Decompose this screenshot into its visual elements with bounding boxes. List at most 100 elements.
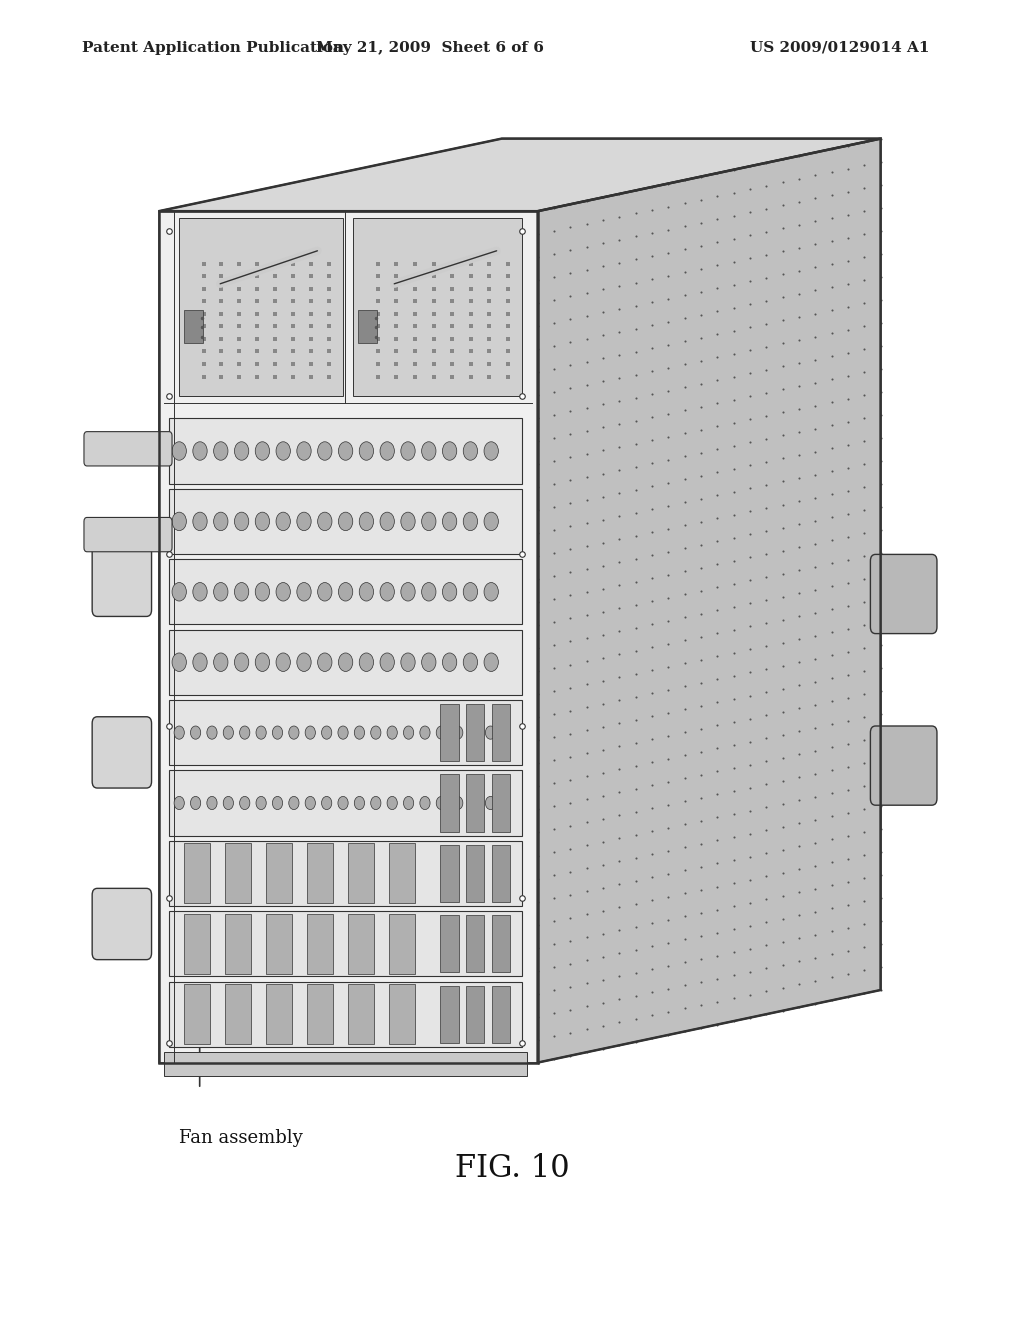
Circle shape xyxy=(317,582,332,601)
Circle shape xyxy=(484,442,499,461)
FancyBboxPatch shape xyxy=(92,888,152,960)
Circle shape xyxy=(317,653,332,672)
Circle shape xyxy=(463,653,477,672)
Circle shape xyxy=(322,726,332,739)
Bar xyxy=(184,913,210,974)
Bar xyxy=(348,985,374,1044)
Circle shape xyxy=(256,796,266,809)
Circle shape xyxy=(453,726,463,739)
Bar xyxy=(164,1052,527,1076)
Circle shape xyxy=(400,442,415,461)
Circle shape xyxy=(289,796,299,809)
Circle shape xyxy=(387,796,397,809)
Bar xyxy=(179,218,343,396)
Circle shape xyxy=(484,512,499,531)
Bar xyxy=(466,986,484,1043)
Bar xyxy=(169,488,522,554)
Circle shape xyxy=(297,442,311,461)
Circle shape xyxy=(214,582,228,601)
Circle shape xyxy=(234,582,249,601)
Circle shape xyxy=(338,653,352,672)
Circle shape xyxy=(463,442,477,461)
Circle shape xyxy=(484,582,499,601)
Circle shape xyxy=(371,726,381,739)
Bar xyxy=(266,985,292,1044)
Bar xyxy=(169,418,522,483)
FancyBboxPatch shape xyxy=(870,554,937,634)
Circle shape xyxy=(297,512,311,531)
Bar xyxy=(169,630,522,694)
Bar xyxy=(466,845,484,902)
Circle shape xyxy=(276,442,291,461)
Bar xyxy=(440,845,459,902)
Circle shape xyxy=(193,653,207,672)
Circle shape xyxy=(422,653,436,672)
Bar xyxy=(389,913,415,974)
Circle shape xyxy=(289,726,299,739)
Circle shape xyxy=(400,653,415,672)
Circle shape xyxy=(172,442,186,461)
Circle shape xyxy=(442,653,457,672)
Circle shape xyxy=(276,512,291,531)
Circle shape xyxy=(172,512,186,531)
Circle shape xyxy=(297,582,311,601)
Circle shape xyxy=(436,726,446,739)
Bar xyxy=(169,771,522,836)
Circle shape xyxy=(463,582,477,601)
Text: Patent Application Publication: Patent Application Publication xyxy=(82,41,344,54)
Bar xyxy=(492,845,510,902)
Text: May 21, 2009  Sheet 6 of 6: May 21, 2009 Sheet 6 of 6 xyxy=(316,41,544,54)
Circle shape xyxy=(276,582,291,601)
Bar xyxy=(440,986,459,1043)
Circle shape xyxy=(172,653,186,672)
Circle shape xyxy=(400,582,415,601)
Circle shape xyxy=(422,512,436,531)
Circle shape xyxy=(338,796,348,809)
Circle shape xyxy=(207,726,217,739)
Circle shape xyxy=(354,796,365,809)
Circle shape xyxy=(420,796,430,809)
Circle shape xyxy=(223,796,233,809)
Circle shape xyxy=(193,512,207,531)
Bar xyxy=(492,704,510,762)
Bar xyxy=(389,985,415,1044)
Circle shape xyxy=(485,796,496,809)
Circle shape xyxy=(276,653,291,672)
FancyBboxPatch shape xyxy=(84,432,172,466)
Circle shape xyxy=(380,512,394,531)
Circle shape xyxy=(190,796,201,809)
Circle shape xyxy=(484,653,499,672)
Bar xyxy=(307,913,333,974)
Polygon shape xyxy=(159,211,538,1063)
Circle shape xyxy=(256,726,266,739)
Circle shape xyxy=(193,582,207,601)
Circle shape xyxy=(234,442,249,461)
Circle shape xyxy=(174,726,184,739)
Bar xyxy=(466,775,484,832)
Bar xyxy=(169,700,522,766)
Circle shape xyxy=(255,653,269,672)
Bar xyxy=(307,843,333,903)
Circle shape xyxy=(380,442,394,461)
Circle shape xyxy=(359,653,374,672)
Bar xyxy=(169,911,522,977)
Bar xyxy=(492,986,510,1043)
Bar xyxy=(184,985,210,1044)
Bar xyxy=(492,915,510,973)
Text: Fan assembly: Fan assembly xyxy=(179,1129,302,1147)
Circle shape xyxy=(305,796,315,809)
Circle shape xyxy=(371,796,381,809)
Circle shape xyxy=(338,512,352,531)
Bar xyxy=(358,310,377,343)
Circle shape xyxy=(359,582,374,601)
Circle shape xyxy=(272,796,283,809)
Bar xyxy=(440,775,459,832)
Circle shape xyxy=(190,726,201,739)
Bar xyxy=(225,913,251,974)
Circle shape xyxy=(359,512,374,531)
Circle shape xyxy=(240,726,250,739)
Bar xyxy=(184,843,210,903)
Text: FIG. 10: FIG. 10 xyxy=(455,1152,569,1184)
Bar xyxy=(466,704,484,762)
Circle shape xyxy=(387,726,397,739)
